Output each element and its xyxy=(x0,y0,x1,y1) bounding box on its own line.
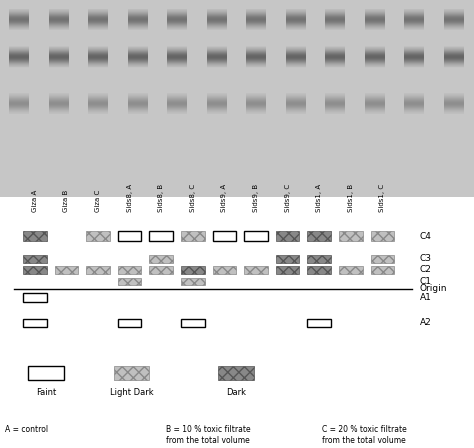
Bar xyxy=(23,293,46,302)
Bar xyxy=(23,254,46,263)
Text: B = 10 % toxic filtrate
from the total volume: B = 10 % toxic filtrate from the total v… xyxy=(166,426,251,445)
Bar xyxy=(218,366,254,380)
Bar xyxy=(181,266,205,274)
Bar xyxy=(307,266,331,274)
Bar xyxy=(307,231,331,241)
Text: A2: A2 xyxy=(419,318,431,327)
Bar xyxy=(371,231,394,241)
Text: A1: A1 xyxy=(419,293,431,302)
Text: Sids8, C: Sids8, C xyxy=(190,184,196,212)
Bar xyxy=(307,319,331,327)
Text: Sids9, A: Sids9, A xyxy=(221,184,228,212)
Bar xyxy=(244,231,268,241)
Bar xyxy=(181,278,205,285)
Bar xyxy=(181,319,205,327)
Text: Sids9, C: Sids9, C xyxy=(284,184,291,212)
Bar xyxy=(86,231,110,241)
Text: Sids9, B: Sids9, B xyxy=(253,184,259,212)
Bar xyxy=(212,266,236,274)
Text: Light Dark: Light Dark xyxy=(109,388,154,397)
Text: C4: C4 xyxy=(419,232,431,241)
Bar xyxy=(244,266,268,274)
Bar xyxy=(23,266,46,274)
Bar xyxy=(149,266,173,274)
Bar xyxy=(118,319,141,327)
Bar xyxy=(114,366,149,380)
Bar xyxy=(371,254,394,263)
Bar xyxy=(276,254,300,263)
Bar xyxy=(212,231,236,241)
Text: Sids1, C: Sids1, C xyxy=(379,184,385,212)
Bar xyxy=(149,231,173,241)
Bar xyxy=(55,266,78,274)
Text: C = 20 % toxic filtrate
from the total volume: C = 20 % toxic filtrate from the total v… xyxy=(322,426,407,445)
Text: C2: C2 xyxy=(419,265,431,274)
Text: Sids1, B: Sids1, B xyxy=(348,184,354,212)
Bar xyxy=(118,278,141,285)
Text: C1: C1 xyxy=(419,277,431,286)
Bar xyxy=(28,366,64,380)
Bar xyxy=(371,266,394,274)
Text: Dark: Dark xyxy=(226,388,246,397)
Text: Origin: Origin xyxy=(419,284,447,293)
Bar xyxy=(86,266,110,274)
Text: Sids1, A: Sids1, A xyxy=(316,184,322,212)
Bar xyxy=(23,231,46,241)
Bar xyxy=(118,231,141,241)
Bar xyxy=(276,231,300,241)
Bar xyxy=(181,231,205,241)
Bar xyxy=(149,254,173,263)
Bar xyxy=(307,254,331,263)
Text: A = control: A = control xyxy=(5,426,48,435)
Text: Giza A: Giza A xyxy=(32,190,38,212)
Bar xyxy=(276,266,300,274)
Text: Giza C: Giza C xyxy=(95,190,101,212)
Text: Sids8, B: Sids8, B xyxy=(158,184,164,212)
Bar xyxy=(23,319,46,327)
Text: Sids8, A: Sids8, A xyxy=(127,184,133,212)
Text: C3: C3 xyxy=(419,254,431,263)
Text: Giza B: Giza B xyxy=(64,190,69,212)
Bar xyxy=(118,266,141,274)
Bar xyxy=(339,231,363,241)
Bar xyxy=(339,266,363,274)
Text: Faint: Faint xyxy=(36,388,56,397)
